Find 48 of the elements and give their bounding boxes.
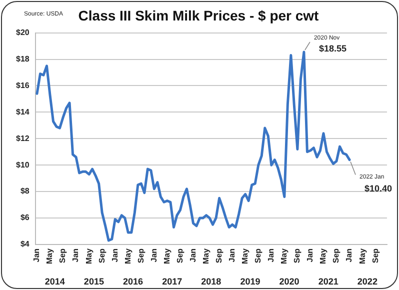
x-tick-label: May xyxy=(358,248,367,264)
x-tick-label: Jan xyxy=(266,248,276,262)
text: 2019 xyxy=(240,276,260,286)
y-tick-label: $20 xyxy=(16,28,30,38)
text: 2015 xyxy=(84,276,104,286)
x-tick-label: May xyxy=(123,248,132,264)
x-tick-label: Jan xyxy=(188,248,198,262)
y-tick-label: $6 xyxy=(20,213,30,222)
x-tick-label: Sep xyxy=(254,248,263,264)
x-tick-label: Sep xyxy=(292,248,302,264)
y-tick-label: $18 xyxy=(16,54,30,64)
chart-title: Class III Skim Milk Prices - $ per cwt xyxy=(78,7,320,24)
text: 2017 xyxy=(162,276,182,286)
x-tick-label: May xyxy=(240,248,250,264)
y-tick-label: $12 xyxy=(16,134,30,143)
x-tick-label: Jan xyxy=(149,248,158,262)
x-tick-label: May xyxy=(84,248,94,264)
x-tick-label: Sep xyxy=(332,248,341,264)
text: 2018 xyxy=(201,276,222,286)
x-tick-label: May xyxy=(45,248,54,264)
x-tick-label: Sep xyxy=(214,248,224,264)
x-tick-label: Jan xyxy=(32,248,42,262)
annotation: $18.55 xyxy=(318,43,346,54)
x-tick-label: Sep xyxy=(175,248,184,264)
text: 2020 xyxy=(279,276,300,286)
x-tick-label: Jan xyxy=(71,248,80,262)
x-tick-label: May xyxy=(162,248,172,264)
y-tick-label: $14 xyxy=(16,107,30,116)
x-tick-label: May xyxy=(318,248,328,264)
x-tick-label: Sep xyxy=(58,248,68,264)
text: 2022 xyxy=(357,276,378,286)
y-tick-label: $4 xyxy=(20,240,30,249)
text: 2016 xyxy=(123,276,144,286)
x-tick-label: Jan xyxy=(110,248,120,262)
x-tick-label: Sep xyxy=(97,248,106,264)
text: 2021 xyxy=(318,276,338,286)
y-tick-label: $16 xyxy=(16,80,30,90)
text: 2014 xyxy=(44,276,65,286)
x-tick-label: Sep xyxy=(136,248,146,264)
x-tick-label: Jan xyxy=(344,248,354,262)
x-tick-label: Jan xyxy=(306,248,315,262)
x-tick-label: Jan xyxy=(228,248,237,262)
annotation: $10.40 xyxy=(364,183,392,194)
x-tick-label: May xyxy=(280,248,289,264)
x-tick-label: Sep xyxy=(370,248,380,264)
x-tick-label: May xyxy=(201,248,210,264)
y-tick-label: $10 xyxy=(16,160,30,170)
y-tick-label: $8 xyxy=(20,186,30,196)
